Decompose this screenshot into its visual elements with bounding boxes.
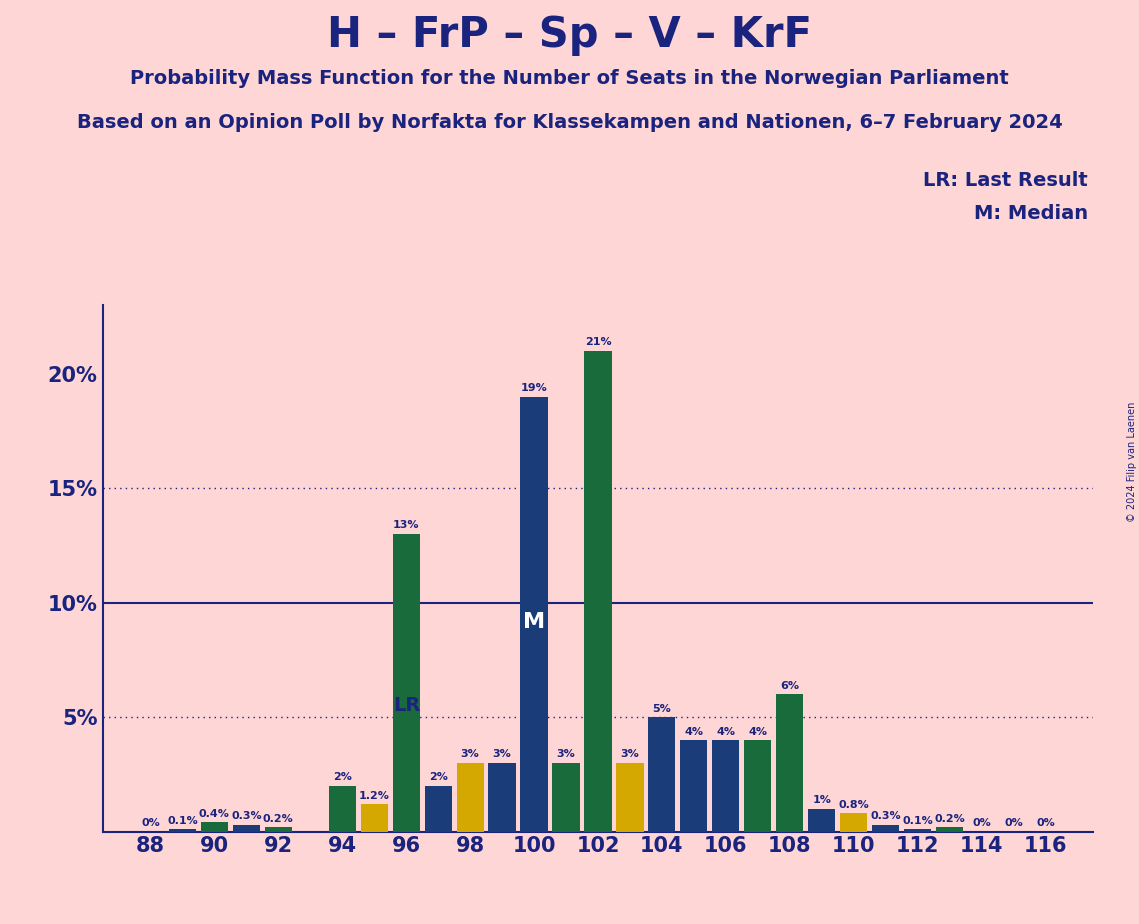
- Text: H – FrP – Sp – V – KrF: H – FrP – Sp – V – KrF: [327, 14, 812, 55]
- Text: 3%: 3%: [461, 749, 480, 760]
- Text: Probability Mass Function for the Number of Seats in the Norwegian Parliament: Probability Mass Function for the Number…: [130, 69, 1009, 89]
- Text: 6%: 6%: [780, 681, 800, 691]
- Bar: [776, 694, 803, 832]
- Text: 13%: 13%: [393, 520, 419, 530]
- Bar: [200, 822, 228, 832]
- Text: 0.3%: 0.3%: [870, 811, 901, 821]
- Text: 2%: 2%: [428, 772, 448, 783]
- Text: 4%: 4%: [748, 726, 768, 736]
- Text: 1%: 1%: [812, 796, 831, 805]
- Bar: [521, 396, 548, 832]
- Text: 0.2%: 0.2%: [263, 814, 294, 823]
- Bar: [393, 534, 420, 832]
- Text: 4%: 4%: [716, 726, 736, 736]
- Bar: [584, 351, 612, 832]
- Text: 1.2%: 1.2%: [359, 791, 390, 801]
- Bar: [425, 785, 452, 832]
- Bar: [680, 740, 707, 832]
- Text: 3%: 3%: [621, 749, 639, 760]
- Bar: [232, 825, 260, 832]
- Text: Based on an Opinion Poll by Norfakta for Klassekampen and Nationen, 6–7 February: Based on an Opinion Poll by Norfakta for…: [76, 113, 1063, 132]
- Bar: [904, 830, 932, 832]
- Text: M: M: [523, 612, 546, 632]
- Text: 0%: 0%: [1005, 818, 1023, 828]
- Text: 21%: 21%: [584, 337, 612, 347]
- Bar: [616, 763, 644, 832]
- Text: 3%: 3%: [557, 749, 575, 760]
- Text: 0.8%: 0.8%: [838, 800, 869, 809]
- Bar: [329, 785, 355, 832]
- Text: 4%: 4%: [685, 726, 704, 736]
- Text: © 2024 Filip van Laenen: © 2024 Filip van Laenen: [1126, 402, 1137, 522]
- Bar: [264, 827, 292, 832]
- Text: 0.1%: 0.1%: [167, 816, 198, 826]
- Text: M: Median: M: Median: [974, 204, 1088, 224]
- Text: 0.1%: 0.1%: [902, 816, 933, 826]
- Bar: [169, 830, 196, 832]
- Bar: [744, 740, 771, 832]
- Text: 2%: 2%: [333, 772, 352, 783]
- Text: 0.4%: 0.4%: [199, 809, 230, 819]
- Bar: [489, 763, 516, 832]
- Bar: [361, 804, 387, 832]
- Text: LR: Last Result: LR: Last Result: [923, 171, 1088, 190]
- Text: 0%: 0%: [1036, 818, 1055, 828]
- Bar: [809, 808, 835, 832]
- Bar: [712, 740, 739, 832]
- Bar: [648, 717, 675, 832]
- Text: 0%: 0%: [973, 818, 991, 828]
- Text: 19%: 19%: [521, 383, 548, 393]
- Text: 3%: 3%: [493, 749, 511, 760]
- Bar: [552, 763, 580, 832]
- Bar: [872, 825, 900, 832]
- Bar: [936, 827, 964, 832]
- Text: LR: LR: [393, 696, 420, 715]
- Text: 0.2%: 0.2%: [934, 814, 965, 823]
- Text: 0%: 0%: [141, 818, 159, 828]
- Text: 0.3%: 0.3%: [231, 811, 262, 821]
- Bar: [457, 763, 484, 832]
- Bar: [841, 813, 867, 832]
- Text: 5%: 5%: [653, 704, 671, 713]
